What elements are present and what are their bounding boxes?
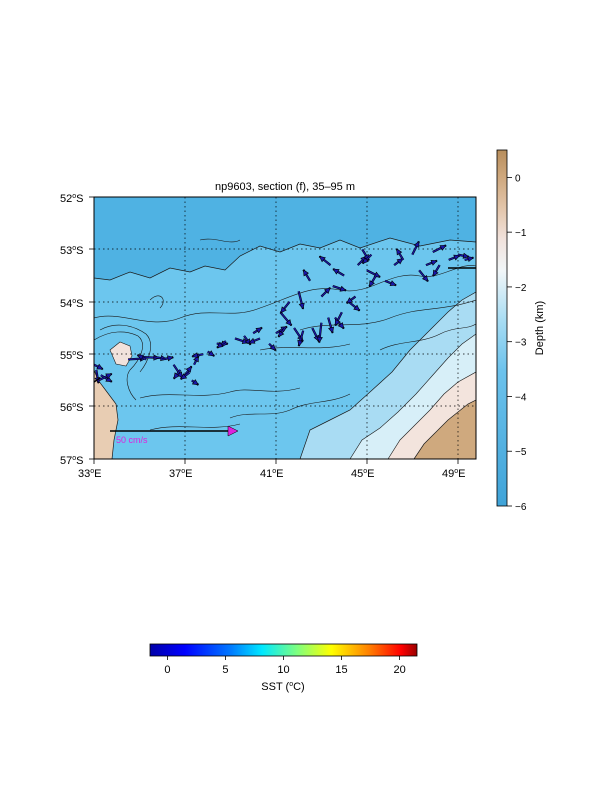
velocity-vector <box>136 354 147 361</box>
sst-colorbar: 0 5 10 15 20 SST (oC) <box>149 643 418 693</box>
scale-vector: 50 cm/s <box>110 425 239 445</box>
sst-tick-label: 10 <box>277 664 289 676</box>
velocity-vector <box>277 327 286 338</box>
velocity-vector <box>432 264 441 277</box>
y-tick-55: 55oS <box>60 350 84 362</box>
map-axis-ticks <box>89 196 459 464</box>
y-tick-54: 54oS <box>60 298 84 310</box>
velocity-vector <box>191 379 199 386</box>
depth-colorbar-label: Depth (km) <box>534 301 546 355</box>
velocity-vector <box>172 369 182 380</box>
velocity-vector <box>161 355 174 362</box>
y-tick-52: 52oS <box>60 193 84 205</box>
map-frame <box>93 196 477 460</box>
velocity-vector <box>332 285 347 292</box>
velocity-vector <box>334 316 345 330</box>
y-tick-labels: 52oS 53oS 54oS 55oS 56oS 57oS <box>60 193 84 467</box>
map-title: np9603, section (f), 35–95 m <box>215 181 355 193</box>
x-tick-33: 33oE <box>78 468 102 480</box>
x-tick-49: 49oE <box>442 468 466 480</box>
velocity-vector <box>393 257 404 266</box>
velocity-vector <box>464 256 475 263</box>
velocity-vector <box>268 342 277 352</box>
velocity-vector <box>216 340 227 349</box>
ship-track <box>94 267 476 383</box>
sst-tick-label: 0 <box>164 664 170 676</box>
velocity-vector <box>384 279 397 287</box>
velocity-vector <box>316 322 323 344</box>
velocity-vector <box>180 371 191 381</box>
velocity-vector <box>332 268 345 277</box>
x-tick-41: 41oE <box>260 468 284 480</box>
depth-tick-label: −4 <box>515 392 527 403</box>
velocity-vector <box>248 337 261 344</box>
velocity-vector <box>425 259 438 267</box>
velocity-vector <box>98 372 113 382</box>
graticule <box>94 197 476 459</box>
scale-arrow-head <box>227 425 239 437</box>
sst-colorbar-ticks: 0 5 10 15 20 <box>164 656 406 676</box>
x-tick-labels: 33oE 37oE 41oE 45oE 49oE <box>78 468 466 480</box>
velocity-vectors <box>94 240 475 386</box>
x-tick-37: 37oE <box>169 468 193 480</box>
sst-colorbar-ramp <box>149 643 418 657</box>
velocity-vector <box>347 300 361 312</box>
depth-tick-label: 0 <box>515 173 521 184</box>
velocity-vector <box>94 363 104 371</box>
velocity-vector <box>334 311 343 327</box>
plateau-east <box>413 399 476 459</box>
velocity-vector <box>279 311 293 327</box>
velocity-vector <box>395 248 405 261</box>
sst-tick-label: 20 <box>393 664 405 676</box>
velocity-vector <box>368 275 377 288</box>
velocity-vector <box>411 240 420 256</box>
plateau-west <box>94 369 119 459</box>
velocity-vector <box>100 374 113 383</box>
velocity-vector <box>320 286 331 298</box>
velocity-vector <box>207 350 215 357</box>
sst-colorbar-label: SST (oC) <box>261 681 304 693</box>
velocity-vector <box>327 317 335 334</box>
depth-tick-label: −2 <box>515 283 527 294</box>
depth-colorbar-ramp <box>496 149 508 507</box>
velocity-vector <box>302 269 311 282</box>
velocity-vector <box>297 330 305 347</box>
velocity-vector <box>318 255 332 266</box>
scale-label: 50 cm/s <box>116 435 148 445</box>
velocity-vector <box>172 364 184 379</box>
velocity-vector <box>448 254 461 261</box>
velocity-vector <box>279 301 291 314</box>
velocity-vector <box>457 252 470 259</box>
velocity-vector <box>346 295 357 305</box>
velocity-vector <box>432 244 447 254</box>
x-tick-45: 45oE <box>351 468 375 480</box>
velocity-vector <box>418 269 429 283</box>
depth-colorbar-ticks: 0 −1 −2 −3 −4 −5 −6 <box>507 173 527 513</box>
depth-tick-label: −6 <box>515 502 527 513</box>
y-tick-56: 56oS <box>60 402 84 414</box>
sst-tick-label: 15 <box>335 664 347 676</box>
velocity-vector <box>184 365 193 376</box>
y-tick-53: 53oS <box>60 245 84 257</box>
depth-colorbar: 0 −1 −2 −3 −4 −5 −6 Depth (km) <box>496 149 546 513</box>
velocity-vector <box>191 352 204 359</box>
y-tick-57: 57oS <box>60 455 84 467</box>
velocity-vector <box>361 253 373 265</box>
depth-tick-label: −5 <box>515 447 527 458</box>
sst-tick-label: 5 <box>222 664 228 676</box>
velocity-vector <box>297 291 305 310</box>
bathymetry-map: 50 cm/s <box>94 197 476 459</box>
depth-tick-label: −1 <box>515 228 527 239</box>
depth-tick-label: −3 <box>515 338 527 349</box>
depth-contours <box>94 238 476 431</box>
velocity-vector <box>252 326 263 335</box>
